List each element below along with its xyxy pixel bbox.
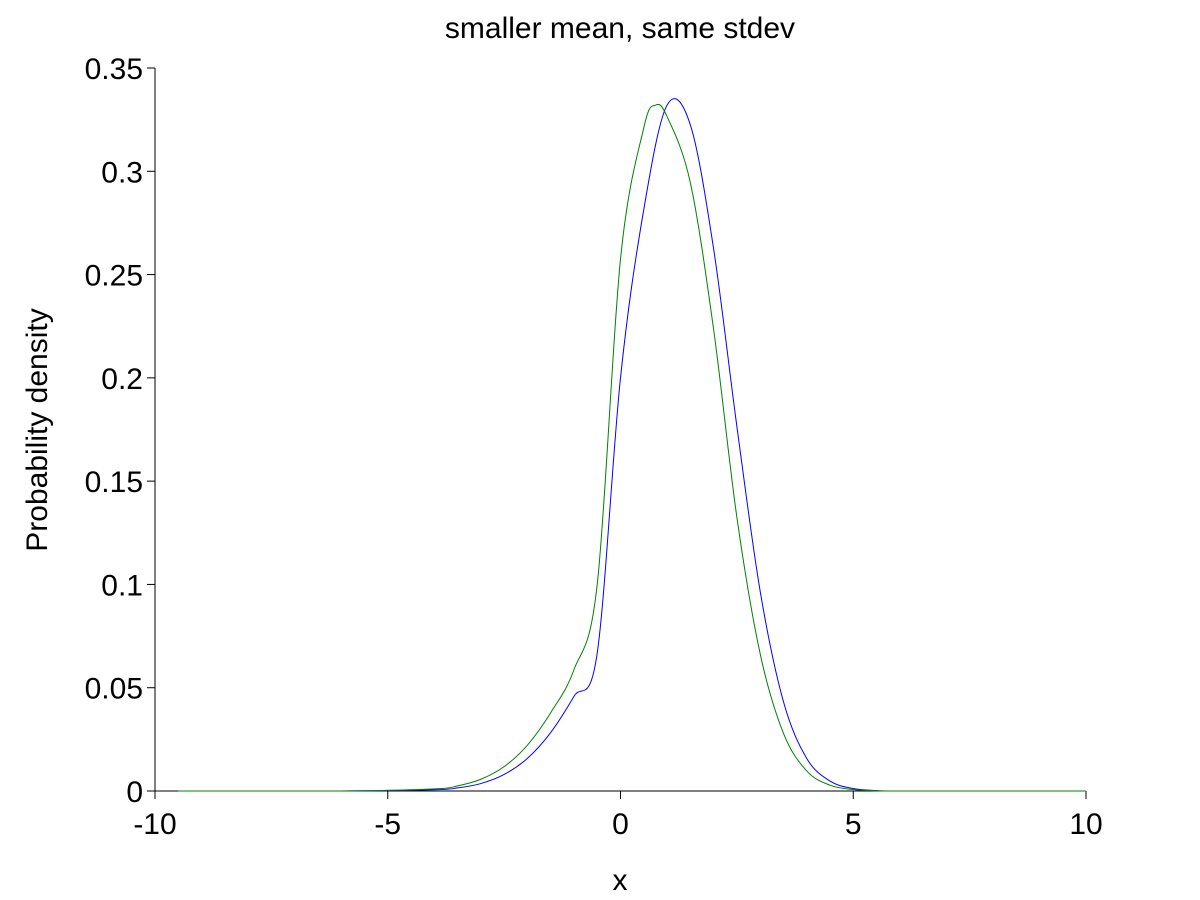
y-tick-label: 0.1 [101,569,143,602]
x-tick-label: 5 [845,808,862,841]
y-tick-label: 0.3 [101,156,143,189]
plot-area [178,98,1086,792]
y-tick-label: 0.2 [101,363,143,396]
y-tick-label: 0.25 [85,260,143,293]
y-tick-label: 0.05 [85,673,143,706]
y-tick-label: 0.15 [85,466,143,499]
x-tick-label: 10 [1069,808,1102,841]
x-tick-label: -10 [133,808,176,841]
axes: 0 0.05 0.1 0.15 0.2 0.25 0.3 0.35 -10 -5 0 5 10 [85,53,1103,841]
series-line-1 [178,98,1086,792]
series-line-2 [178,103,1086,792]
x-axis-label: x [613,864,628,897]
x-tick-label: 0 [612,808,629,841]
chart-title: smaller mean, same stdev [445,12,795,45]
y-axis-label: Probability density [21,308,54,551]
y-tick-label: 0.35 [85,53,143,86]
y-tick-label: 0 [126,776,143,809]
x-tick-label: -5 [374,808,401,841]
